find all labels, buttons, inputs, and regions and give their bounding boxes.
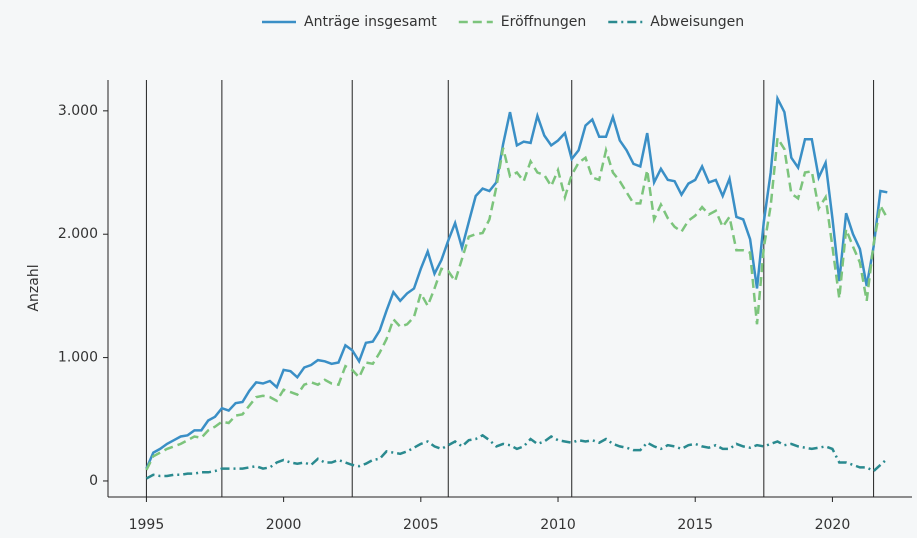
series-line xyxy=(145,134,889,471)
y-tick-label: 3.000 xyxy=(58,103,98,119)
y-tick-label: 0 xyxy=(89,473,98,489)
series-line xyxy=(145,433,889,480)
y-tick-label: 1.000 xyxy=(58,350,98,366)
legend-label: Abweisungen xyxy=(650,14,744,30)
x-tick-label: 2005 xyxy=(403,517,439,533)
x-tick-label: 2015 xyxy=(677,517,713,533)
x-tick-label: 2010 xyxy=(540,517,576,533)
y-axis-label: Anzahl xyxy=(26,264,42,311)
legend-label: Eröffnungen xyxy=(501,14,587,30)
x-tick-label: 1995 xyxy=(129,517,165,533)
legend-label: Anträge insgesamt xyxy=(304,14,437,30)
y-tick-label: 2.000 xyxy=(58,226,98,242)
series-line xyxy=(145,94,888,470)
x-tick-label: 2020 xyxy=(815,517,851,533)
x-tick-label: 2000 xyxy=(266,517,302,533)
